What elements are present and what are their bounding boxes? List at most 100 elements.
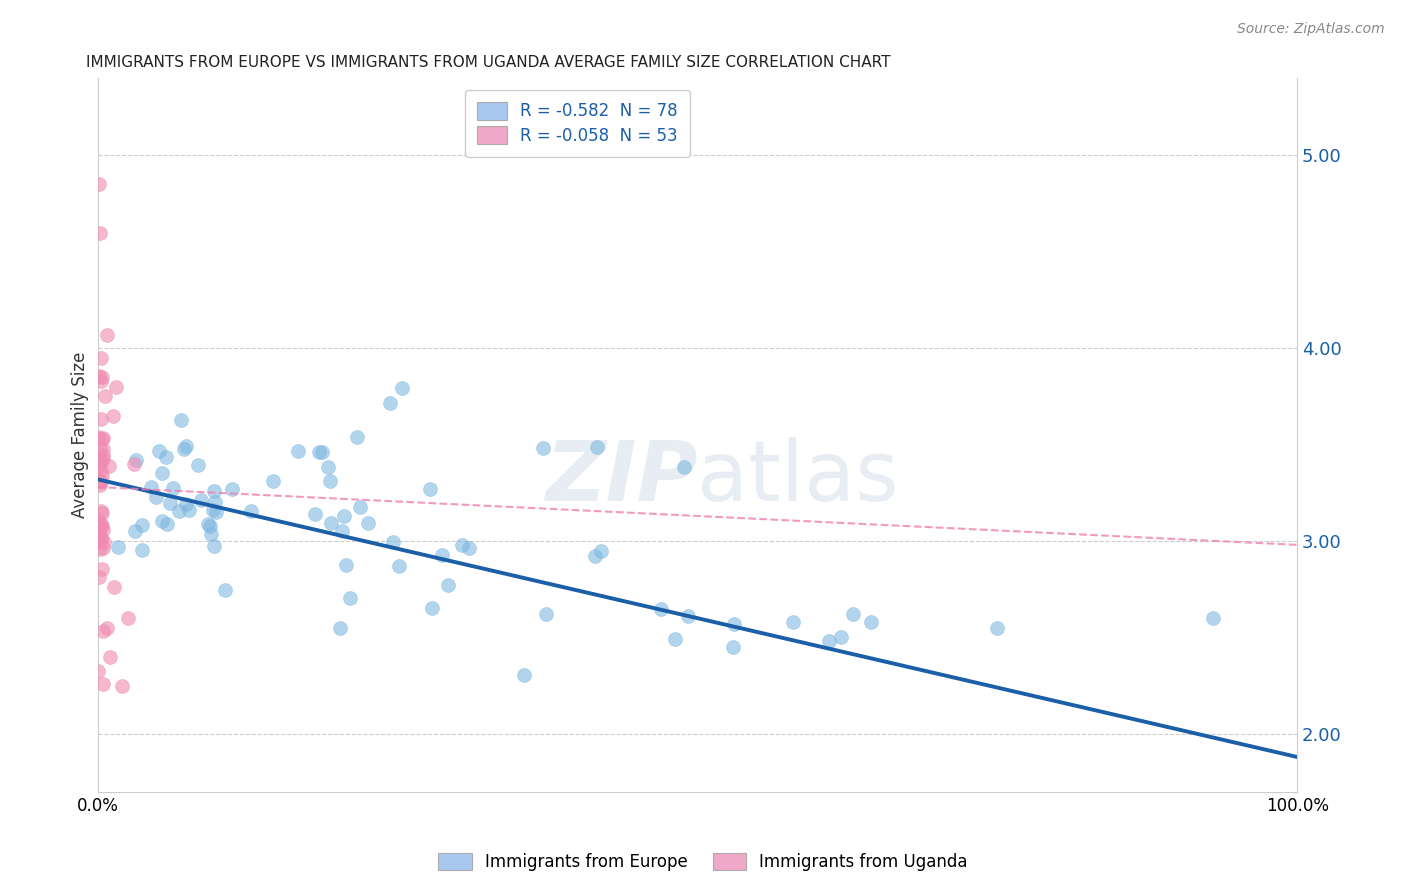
Point [388,559,411,574]
Point [190,493,212,508]
Point [214,582,236,597]
Point [89,541,111,556]
Point [239,504,262,518]
Point [90,475,112,489]
Point [818,634,841,648]
Point [382,535,405,549]
Point [842,607,865,622]
Point [174,498,197,512]
Point [583,549,606,563]
Point [329,621,352,635]
Point [125,453,148,467]
Point [97,459,120,474]
Point [124,524,146,539]
Point [91,448,114,462]
Point [451,538,474,552]
Point [221,483,243,497]
Point [586,440,609,454]
Point [319,475,342,489]
Point [86,430,108,444]
Point [91,561,114,575]
Point [308,445,330,459]
Point [90,351,112,365]
Point [90,374,112,388]
Point [186,458,208,472]
Point [91,519,114,533]
Point [349,500,371,514]
Point [723,640,745,654]
Point [1202,611,1225,625]
Point [318,459,340,474]
Point [986,621,1008,635]
Point [145,490,167,504]
Point [148,444,170,458]
Point [672,460,695,475]
Point [723,616,745,631]
Point [830,631,852,645]
Point [287,444,309,458]
Point [534,607,557,622]
Point [89,518,111,533]
Legend: R = -0.582  N = 78, R = -0.058  N = 53: R = -0.582 N = 78, R = -0.058 N = 53 [465,90,689,157]
Point [174,439,197,453]
Point [89,525,111,540]
Point [531,442,554,456]
Point [90,532,112,546]
Point [330,524,353,539]
Point [162,481,184,495]
Point [86,513,108,527]
Point [173,442,195,457]
Point [150,466,173,480]
Point [93,676,115,690]
Text: ZIP: ZIP [544,437,697,518]
Point [91,506,114,520]
Point [90,504,112,518]
Text: IMMIGRANTS FROM EUROPE VS IMMIGRANTS FROM UGANDA AVERAGE FAMILY SIZE CORRELATION: IMMIGRANTS FROM EUROPE VS IMMIGRANTS FRO… [86,55,890,70]
Point [202,483,225,498]
Point [204,495,226,509]
Point [391,381,413,395]
Point [87,535,110,549]
Point [860,615,883,629]
Point [204,505,226,519]
Point [98,649,121,664]
Point [104,380,127,394]
Point [436,578,458,592]
Point [117,611,139,625]
Point [107,540,129,554]
Point [335,558,357,573]
Point [122,457,145,471]
Point [418,483,440,497]
Point [131,518,153,533]
Point [90,411,112,425]
Point [458,541,481,556]
Point [93,452,115,467]
Point [432,549,454,563]
Point [200,527,222,541]
Point [90,517,112,532]
Point [332,509,354,524]
Text: Source: ZipAtlas.com: Source: ZipAtlas.com [1237,22,1385,37]
Point [155,450,177,464]
Point [91,431,114,445]
Point [177,503,200,517]
Point [87,369,110,384]
Point [650,601,672,615]
Point [346,430,368,444]
Point [87,178,110,192]
Point [139,480,162,494]
Point [339,591,361,605]
Point [89,226,111,240]
Point [87,533,110,548]
Point [591,543,613,558]
Point [91,523,114,537]
Point [93,442,115,457]
Point [159,496,181,510]
Point [304,508,326,522]
Point [87,460,110,475]
Point [93,534,115,549]
Point [87,664,110,678]
Point [167,504,190,518]
Point [89,442,111,456]
Point [156,516,179,531]
